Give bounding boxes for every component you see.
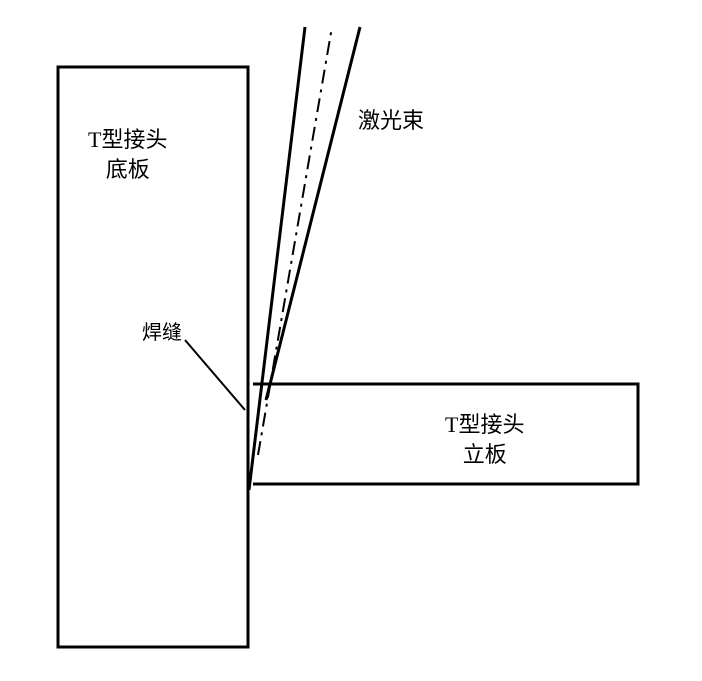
diagram-stage: T型接头 底板 激光束 焊缝 T型接头 立板	[0, 0, 702, 681]
label-riser-plate: T型接头 立板	[445, 410, 524, 469]
diagram-svg	[0, 0, 702, 681]
weld-pointer-line	[185, 340, 245, 410]
label-base-plate: T型接头 底板	[88, 125, 167, 184]
laser-centerline	[258, 27, 332, 455]
label-laser-beam: 激光束	[358, 106, 424, 136]
laser-edge-left	[249, 27, 305, 490]
label-weld-seam: 焊缝	[142, 320, 182, 347]
laser-edge-right	[266, 27, 360, 400]
